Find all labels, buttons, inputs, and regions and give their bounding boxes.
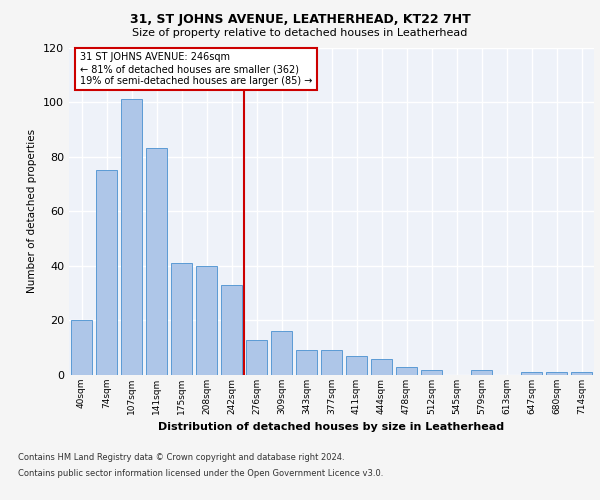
Bar [321,350,342,375]
X-axis label: Distribution of detached houses by size in Leatherhead: Distribution of detached houses by size … [158,422,505,432]
Bar [246,340,267,375]
Bar [371,358,392,375]
Bar [571,372,592,375]
Text: Contains HM Land Registry data © Crown copyright and database right 2024.: Contains HM Land Registry data © Crown c… [18,454,344,462]
Bar [171,263,192,375]
Text: 31 ST JOHNS AVENUE: 246sqm
← 81% of detached houses are smaller (362)
19% of sem: 31 ST JOHNS AVENUE: 246sqm ← 81% of deta… [79,52,312,86]
Text: 31, ST JOHNS AVENUE, LEATHERHEAD, KT22 7HT: 31, ST JOHNS AVENUE, LEATHERHEAD, KT22 7… [130,12,470,26]
Text: Contains public sector information licensed under the Open Government Licence v3: Contains public sector information licen… [18,468,383,477]
Bar [96,170,117,375]
Bar [546,372,567,375]
Bar [71,320,92,375]
Y-axis label: Number of detached properties: Number of detached properties [28,129,37,294]
Bar [396,367,417,375]
Bar [471,370,492,375]
Text: Size of property relative to detached houses in Leatherhead: Size of property relative to detached ho… [133,28,467,38]
Bar [196,266,217,375]
Bar [296,350,317,375]
Bar [346,356,367,375]
Bar [121,100,142,375]
Bar [271,332,292,375]
Bar [146,148,167,375]
Bar [521,372,542,375]
Bar [421,370,442,375]
Bar [221,285,242,375]
